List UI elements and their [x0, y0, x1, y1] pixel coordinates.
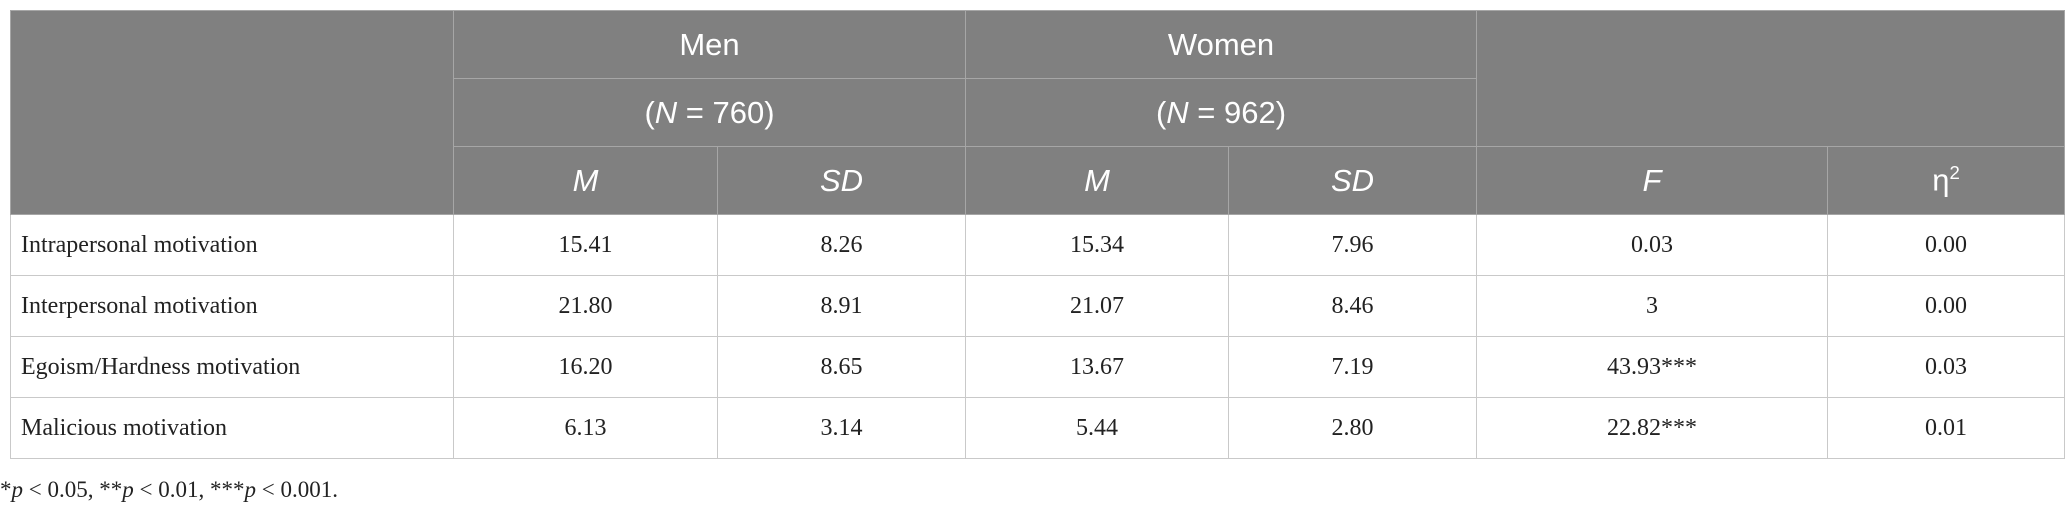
text: N	[1166, 94, 1189, 130]
group-n: (N = 962)	[965, 78, 1477, 147]
row-label: Interpersonal motivation	[10, 275, 454, 337]
cell: 15.34	[965, 214, 1229, 276]
group-n: (N = 760)	[453, 78, 966, 147]
cell: 7.96	[1228, 214, 1477, 276]
table-row: Interpersonal motivation 21.80 8.91 21.07 8.…	[10, 275, 2065, 337]
text: p	[244, 477, 256, 502]
cell: 43.93***	[1476, 336, 1828, 398]
text: < 0.05, **	[23, 477, 123, 502]
group-name: Women	[965, 10, 1477, 79]
row-label: Egoism/Hardness motivation	[10, 336, 454, 398]
cell: 0.00	[1827, 214, 2065, 276]
empty-cell	[1476, 10, 2065, 147]
cell: 0.03	[1827, 336, 2065, 398]
column-header: SD	[717, 146, 966, 215]
cell: 0.03	[1476, 214, 1828, 276]
cell: 3.14	[717, 397, 966, 459]
cell: 22.82***	[1476, 397, 1828, 459]
text: = 962)	[1188, 94, 1287, 130]
results-table: Men Women (N = 760) (N = 962) M SD M SD …	[10, 10, 2065, 459]
cell: 16.20	[453, 336, 718, 398]
cell: 8.26	[717, 214, 966, 276]
text: (	[644, 94, 655, 130]
cell: 15.41	[453, 214, 718, 276]
row-label: Malicious motivation	[10, 397, 454, 459]
text: η	[1932, 162, 1950, 198]
cell: 0.01	[1827, 397, 2065, 459]
cell: 3	[1476, 275, 1828, 337]
table-row: Malicious motivation 6.13 3.14 5.44 2.80 22.8…	[10, 397, 2065, 459]
cell: 6.13	[453, 397, 718, 459]
column-header: M	[453, 146, 718, 215]
cell: 8.65	[717, 336, 966, 398]
cell: 21.07	[965, 275, 1229, 337]
table-body: Intrapersonal motivation 15.41 8.26 15.34 7.…	[10, 214, 2065, 459]
text: p	[122, 477, 134, 502]
cell: 21.80	[453, 275, 718, 337]
superscript: 2	[1949, 162, 1960, 184]
column-header: SD	[1228, 146, 1477, 215]
cell: 13.67	[965, 336, 1229, 398]
column-header: η2	[1827, 146, 2065, 215]
cell: 7.19	[1228, 336, 1477, 398]
cell: 5.44	[965, 397, 1229, 459]
column-header: M	[965, 146, 1229, 215]
table-row: Intrapersonal motivation 15.41 8.26 15.34 7.…	[10, 214, 2065, 276]
group-name: Men	[453, 10, 966, 79]
text: N	[654, 94, 678, 130]
text: (	[1155, 94, 1167, 130]
text: p	[11, 477, 24, 502]
cell: 8.46	[1228, 275, 1477, 337]
corner-cell	[10, 10, 454, 215]
text: < 0.001.	[255, 477, 338, 502]
row-label: Intrapersonal motivation	[10, 214, 454, 276]
text: < 0.01, ***	[133, 477, 245, 502]
column-header: F	[1476, 146, 1828, 215]
text: *	[0, 477, 12, 502]
table-header: Men Women (N = 760) (N = 962) M SD M SD …	[10, 10, 2065, 215]
cell: 8.91	[717, 275, 966, 337]
footnote: *p < 0.05, **p < 0.01, ***p < 0.001.	[0, 477, 338, 503]
text: = 760)	[677, 94, 775, 130]
cell: 2.80	[1228, 397, 1477, 459]
cell: 0.00	[1827, 275, 2065, 337]
table-row: Egoism/Hardness motivation 16.20 8.65 13.67…	[10, 336, 2065, 398]
